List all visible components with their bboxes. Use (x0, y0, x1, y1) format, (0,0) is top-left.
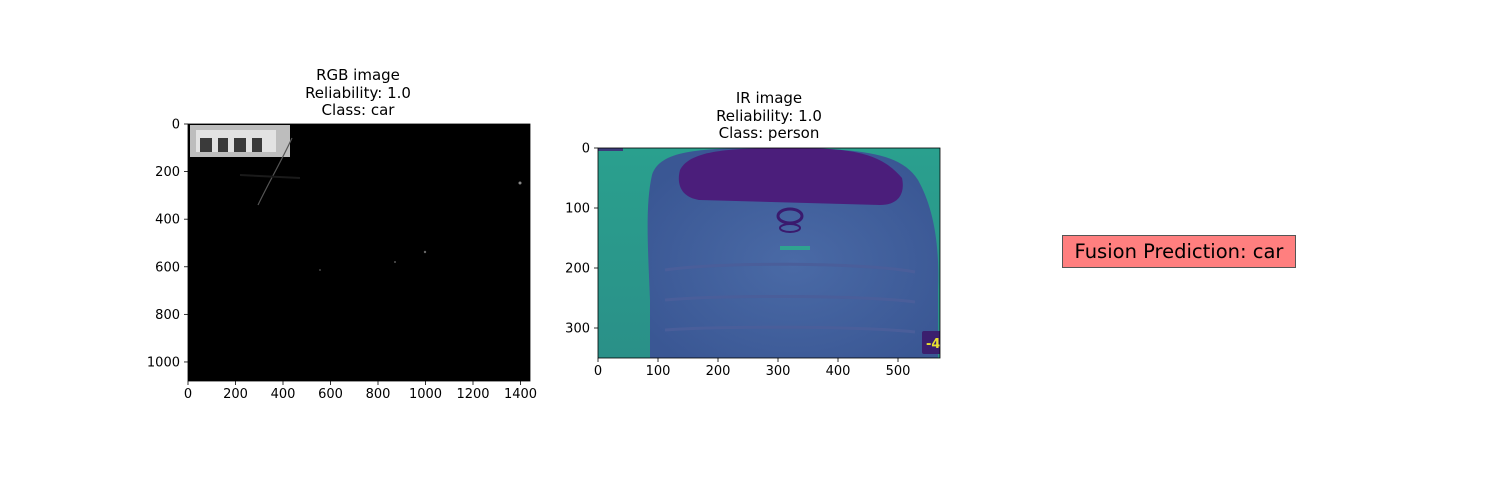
rgb-xtick-label: 200 (223, 387, 248, 402)
ir-overlay-text: -4 (926, 337, 940, 352)
ir-xtick-label: 100 (646, 364, 671, 379)
ir-ytick-label: 0 (582, 142, 590, 157)
rgb-ytick-label: 600 (155, 260, 180, 275)
rgb-image-background (188, 124, 530, 381)
rgb-ytick-label: 400 (155, 213, 180, 228)
rgb-image-title: RGB image Reliability: 1.0 Class: car (258, 66, 458, 120)
rgb-xtick-label: 1000 (409, 387, 442, 402)
rgb-xtick-label: 800 (366, 387, 391, 402)
ir-xtick-label: 400 (826, 364, 851, 379)
rgb-title-line-3: Class: car (321, 101, 395, 119)
rgb-ytick-label: 0 (172, 118, 180, 133)
ir-xtick-label: 500 (886, 364, 911, 379)
rgb-title-line-1: RGB image (316, 66, 400, 84)
ir-title-line-3: Class: person (718, 124, 820, 142)
ir-xtick-label: 300 (766, 364, 791, 379)
fusion-prediction-box: Fusion Prediction: car (1062, 235, 1296, 268)
ir-title-line-1: IR image (735, 89, 803, 107)
rgb-image-panel: 0 200 400 600 800 1000 1200 1400 0 200 400 600 800 1… (147, 118, 537, 403)
ir-overlay-badge (922, 331, 940, 354)
rgb-xtick-label: 0 (184, 387, 192, 402)
ir-ytick-label: 200 (565, 262, 590, 277)
rgb-ytick-label: 1000 (147, 355, 180, 370)
ir-xtick-label: 0 (594, 364, 602, 379)
rgb-xtick-label: 1400 (504, 387, 537, 402)
rgb-xtick-label: 400 (271, 387, 296, 402)
ir-xtick-label: 200 (706, 364, 731, 379)
ir-ytick-label: 300 (565, 322, 590, 337)
rgb-title-line-2: Reliability: 1.0 (305, 83, 411, 102)
ir-car-window (678, 148, 903, 205)
rgb-xtick-label: 1200 (456, 387, 489, 402)
rgb-xtick-label: 600 (318, 387, 343, 402)
rgb-ytick-label: 800 (155, 308, 180, 323)
ir-image-panel: -4 0 100 200 300 400 500 0 100 200 300 (565, 142, 941, 379)
ir-image-title: IR image Reliability: 1.0 Class: person (669, 89, 869, 143)
ir-title-line-2: Reliability: 1.0 (716, 106, 822, 125)
rgb-ytick-label: 200 (155, 165, 180, 180)
ir-ytick-label: 100 (565, 202, 590, 217)
